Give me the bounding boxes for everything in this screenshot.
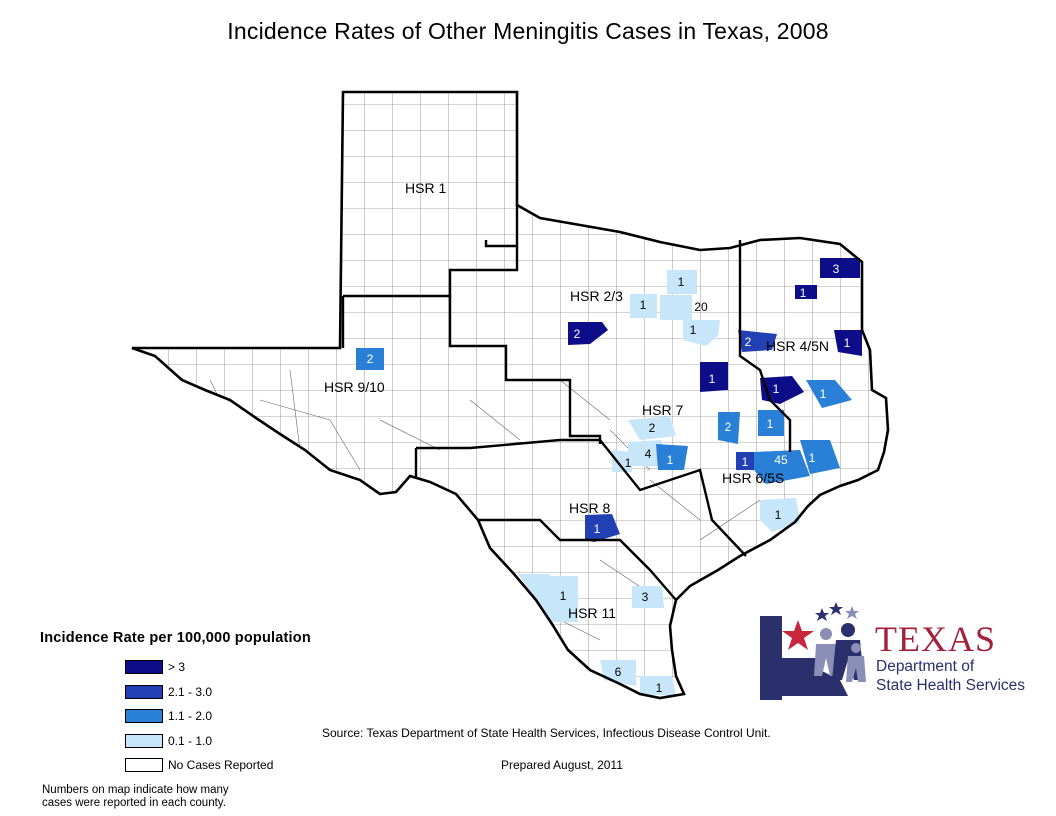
legend-note-line2: cases were reported in each county. bbox=[42, 797, 226, 809]
dshs-logo bbox=[760, 602, 866, 700]
region-label-hsr11: HSR 11 bbox=[568, 605, 616, 621]
county-fill bbox=[800, 440, 840, 474]
county-fill bbox=[758, 410, 784, 436]
source-text: Source: Texas Department of State Health… bbox=[322, 726, 771, 740]
legend: Incidence Rate per 100,000 population > … bbox=[40, 630, 420, 781]
county-fill bbox=[700, 362, 728, 392]
county-fill bbox=[806, 380, 852, 408]
county-fill bbox=[754, 450, 810, 484]
legend-label: > 3 bbox=[168, 660, 186, 674]
legend-item-0-1-1-0: 0.1 - 1.0 bbox=[125, 732, 420, 757]
county-fill bbox=[656, 444, 688, 470]
legend-swatch bbox=[125, 660, 163, 674]
region-label-hsr9-10: HSR 9/10 bbox=[324, 379, 385, 395]
case-count-labels: 3 1 1 1 20 2 1 2 1 2 1 1 1 2 2 1 4 1 1 1… bbox=[367, 262, 851, 695]
case-count: 1 bbox=[678, 275, 685, 289]
case-count: 1 bbox=[656, 681, 663, 695]
legend-swatch bbox=[125, 709, 163, 723]
logo-department-text: Department of bbox=[876, 658, 975, 675]
county-fill bbox=[612, 450, 632, 472]
county-fill bbox=[628, 416, 676, 440]
case-count: 6 bbox=[615, 665, 622, 679]
case-count: 45 bbox=[774, 453, 788, 467]
case-count: 3 bbox=[833, 262, 840, 276]
legend-label: No Cases Reported bbox=[168, 758, 274, 772]
county-fill bbox=[630, 294, 657, 318]
county-fill bbox=[683, 320, 720, 346]
county-fill bbox=[820, 258, 860, 278]
legend-item-2-1-3-0: 2.1 - 3.0 bbox=[125, 683, 420, 708]
case-count: 1 bbox=[844, 336, 851, 350]
county-fill bbox=[834, 330, 862, 356]
county-fill bbox=[718, 412, 740, 444]
case-count: 1 bbox=[640, 298, 647, 312]
region-label-hsr2-3: HSR 2/3 bbox=[570, 288, 623, 304]
case-count: 1 bbox=[709, 372, 716, 386]
case-count: 3 bbox=[642, 590, 649, 604]
region-label-hsr4-5n: HSR 4/5N bbox=[766, 338, 829, 354]
county-fill bbox=[518, 574, 550, 622]
legend-note-line1: Numbers on map indicate how many bbox=[42, 784, 229, 796]
county-fill bbox=[760, 498, 800, 532]
legend-swatch bbox=[125, 684, 163, 699]
map-title: Incidence Rates of Other Meningitis Case… bbox=[227, 18, 829, 44]
region-labels: HSR 1 HSR 2/3 HSR 4/5N HSR 9/10 HSR 7 HS… bbox=[324, 180, 829, 621]
county-fill bbox=[632, 586, 664, 608]
logo-agency-text: State Health Services bbox=[876, 677, 1026, 694]
region-label-hsr6-5s: HSR 6/5S bbox=[722, 470, 784, 486]
case-counties bbox=[356, 258, 862, 696]
texas-state-border bbox=[131, 90, 890, 700]
county-fill bbox=[548, 576, 578, 622]
legend-item-1-1-2-0: 1.1 - 2.0 bbox=[125, 707, 420, 732]
case-count: 4 bbox=[645, 447, 652, 461]
county-fill bbox=[628, 440, 662, 466]
legend-item-no-cases: No Cases Reported bbox=[125, 756, 420, 781]
case-count: 1 bbox=[820, 387, 827, 401]
case-count: 20 bbox=[694, 300, 708, 314]
county-fill bbox=[760, 376, 804, 404]
region-label-hsr1: HSR 1 bbox=[405, 180, 446, 196]
county-fill bbox=[795, 285, 817, 299]
case-count: 2 bbox=[649, 421, 656, 435]
region-label-hsr8: HSR 8 bbox=[569, 500, 610, 516]
legend-swatch bbox=[125, 733, 163, 748]
case-count: 2 bbox=[574, 327, 581, 341]
county-fill bbox=[667, 270, 697, 294]
legend-swatch bbox=[125, 758, 163, 772]
county-fill bbox=[736, 452, 754, 470]
logo-texas-text: TEXAS bbox=[875, 619, 996, 659]
legend-label: 1.1 - 2.0 bbox=[168, 709, 213, 723]
county-fill bbox=[660, 295, 692, 320]
case-count: 1 bbox=[690, 323, 697, 337]
case-count: 1 bbox=[742, 455, 749, 469]
case-count: 1 bbox=[625, 456, 632, 470]
county-fill bbox=[640, 676, 676, 696]
county-fill bbox=[738, 330, 777, 352]
region-boundaries bbox=[341, 205, 792, 601]
county-fill bbox=[356, 348, 384, 370]
county-fill bbox=[568, 322, 608, 345]
legend-item-gt3: > 3 bbox=[125, 658, 420, 683]
case-count: 1 bbox=[667, 453, 674, 467]
legend-label: 2.1 - 3.0 bbox=[168, 684, 213, 699]
case-count: 1 bbox=[809, 451, 816, 465]
case-count: 2 bbox=[745, 335, 752, 349]
legend-label: 0.1 - 1.0 bbox=[168, 733, 213, 748]
case-count: 1 bbox=[594, 522, 601, 536]
case-count: 1 bbox=[775, 508, 782, 522]
county-fill bbox=[585, 514, 620, 542]
legend-note: Numbers on map indicate how many cases w… bbox=[42, 784, 302, 810]
case-count: 1 bbox=[560, 589, 567, 603]
region-label-hsr7: HSR 7 bbox=[642, 402, 683, 418]
case-count: 2 bbox=[725, 420, 732, 434]
case-count: 1 bbox=[800, 286, 807, 300]
case-count: 2 bbox=[367, 352, 374, 366]
prepared-date: Prepared August, 2011 bbox=[501, 758, 623, 772]
case-count: 1 bbox=[773, 382, 780, 396]
legend-title: Incidence Rate per 100,000 population bbox=[40, 630, 311, 646]
case-count: 1 bbox=[767, 417, 774, 431]
